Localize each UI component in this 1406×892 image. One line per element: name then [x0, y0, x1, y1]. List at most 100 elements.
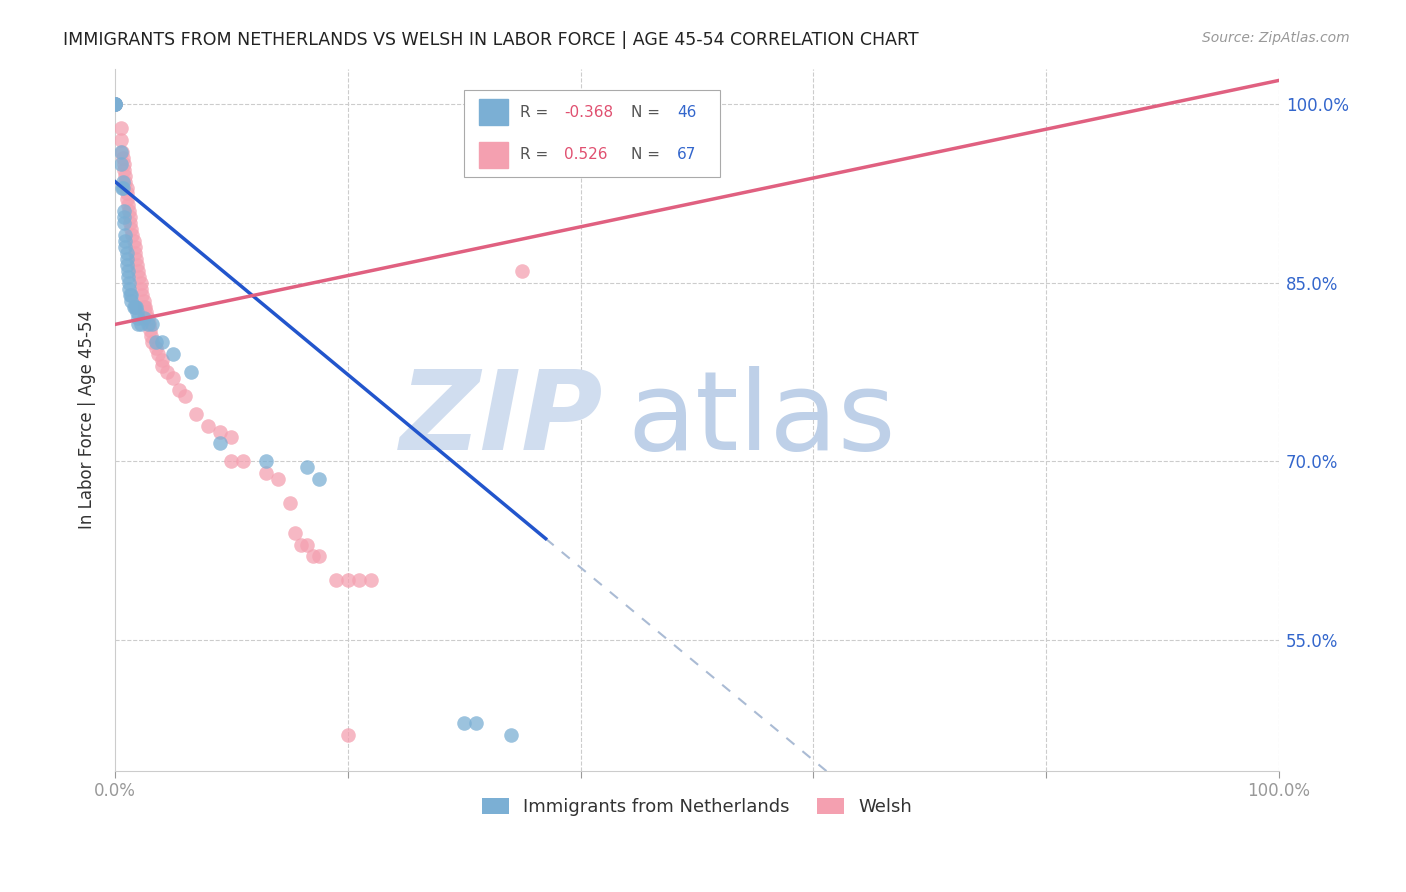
Point: [120, 222, 142, 236]
Point: [127, 305, 149, 319]
Point: [114, 234, 136, 248]
Point: [139, 323, 162, 337]
Point: [267, 472, 290, 486]
Text: 67: 67: [678, 147, 696, 162]
Point: [104, 97, 127, 112]
Point: [114, 169, 136, 183]
Point: [134, 305, 156, 319]
Point: [110, 157, 132, 171]
Point: [124, 240, 146, 254]
Point: [110, 121, 132, 136]
Point: [117, 264, 139, 278]
Point: [232, 454, 254, 468]
Point: [308, 549, 330, 564]
Point: [117, 269, 139, 284]
Y-axis label: In Labor Force | Age 45-54: In Labor Force | Age 45-54: [79, 310, 96, 529]
Text: R =: R =: [520, 104, 548, 120]
Point: [124, 300, 146, 314]
Point: [104, 97, 127, 112]
Point: [104, 97, 127, 112]
Point: [112, 216, 135, 230]
Point: [115, 258, 138, 272]
Point: [118, 204, 141, 219]
Point: [295, 538, 318, 552]
Point: [290, 538, 312, 552]
Point: [150, 359, 173, 373]
Point: [112, 180, 135, 194]
Point: [114, 240, 136, 254]
Point: [173, 389, 195, 403]
Point: [114, 175, 136, 189]
Text: 46: 46: [678, 104, 696, 120]
Text: N =: N =: [631, 147, 659, 162]
Text: Source: ZipAtlas.com: Source: ZipAtlas.com: [1202, 31, 1350, 45]
Point: [197, 418, 219, 433]
Point: [127, 311, 149, 326]
Text: atlas: atlas: [627, 366, 896, 473]
Text: N =: N =: [631, 104, 659, 120]
Point: [336, 574, 359, 588]
Point: [111, 180, 134, 194]
Point: [284, 525, 307, 540]
Point: [278, 496, 301, 510]
Point: [131, 287, 153, 301]
Point: [112, 175, 135, 189]
Point: [111, 145, 134, 159]
Point: [128, 269, 150, 284]
Point: [141, 335, 163, 350]
Point: [129, 276, 152, 290]
Point: [150, 335, 173, 350]
Point: [336, 728, 359, 742]
Point: [150, 353, 173, 368]
Point: [118, 282, 141, 296]
Point: [134, 293, 156, 308]
Text: R =: R =: [520, 147, 548, 162]
Point: [122, 300, 145, 314]
Point: [118, 276, 141, 290]
Point: [180, 365, 202, 379]
Point: [117, 198, 139, 212]
Text: 0.526: 0.526: [564, 147, 607, 162]
Point: [138, 318, 160, 332]
Point: [221, 430, 243, 444]
Point: [115, 180, 138, 194]
Point: [120, 287, 142, 301]
Point: [115, 186, 138, 201]
FancyBboxPatch shape: [479, 99, 509, 126]
Point: [110, 133, 132, 147]
Point: [139, 329, 162, 343]
Point: [254, 454, 277, 468]
Point: [134, 300, 156, 314]
Point: [112, 151, 135, 165]
Point: [104, 97, 127, 112]
Point: [121, 228, 143, 243]
Legend: Immigrants from Netherlands, Welsh: Immigrants from Netherlands, Welsh: [472, 789, 921, 825]
Point: [127, 258, 149, 272]
Point: [120, 211, 142, 225]
Point: [254, 466, 277, 480]
Point: [134, 311, 156, 326]
Text: ZIP: ZIP: [401, 366, 603, 473]
Point: [115, 252, 138, 266]
Point: [127, 264, 149, 278]
Point: [295, 460, 318, 475]
Point: [120, 216, 142, 230]
Point: [360, 574, 382, 588]
Point: [115, 246, 138, 260]
Point: [208, 436, 231, 450]
FancyBboxPatch shape: [479, 142, 509, 169]
Point: [141, 318, 163, 332]
Point: [167, 383, 190, 397]
Point: [120, 287, 142, 301]
Point: [104, 97, 127, 112]
Point: [127, 318, 149, 332]
Point: [110, 145, 132, 159]
Point: [112, 162, 135, 177]
Point: [162, 347, 184, 361]
Point: [156, 365, 179, 379]
Point: [349, 574, 371, 588]
Point: [134, 300, 156, 314]
Point: [129, 282, 152, 296]
Point: [308, 472, 330, 486]
Point: [124, 246, 146, 260]
